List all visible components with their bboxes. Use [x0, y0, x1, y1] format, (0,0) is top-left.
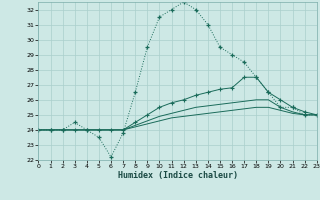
X-axis label: Humidex (Indice chaleur): Humidex (Indice chaleur)	[118, 171, 238, 180]
